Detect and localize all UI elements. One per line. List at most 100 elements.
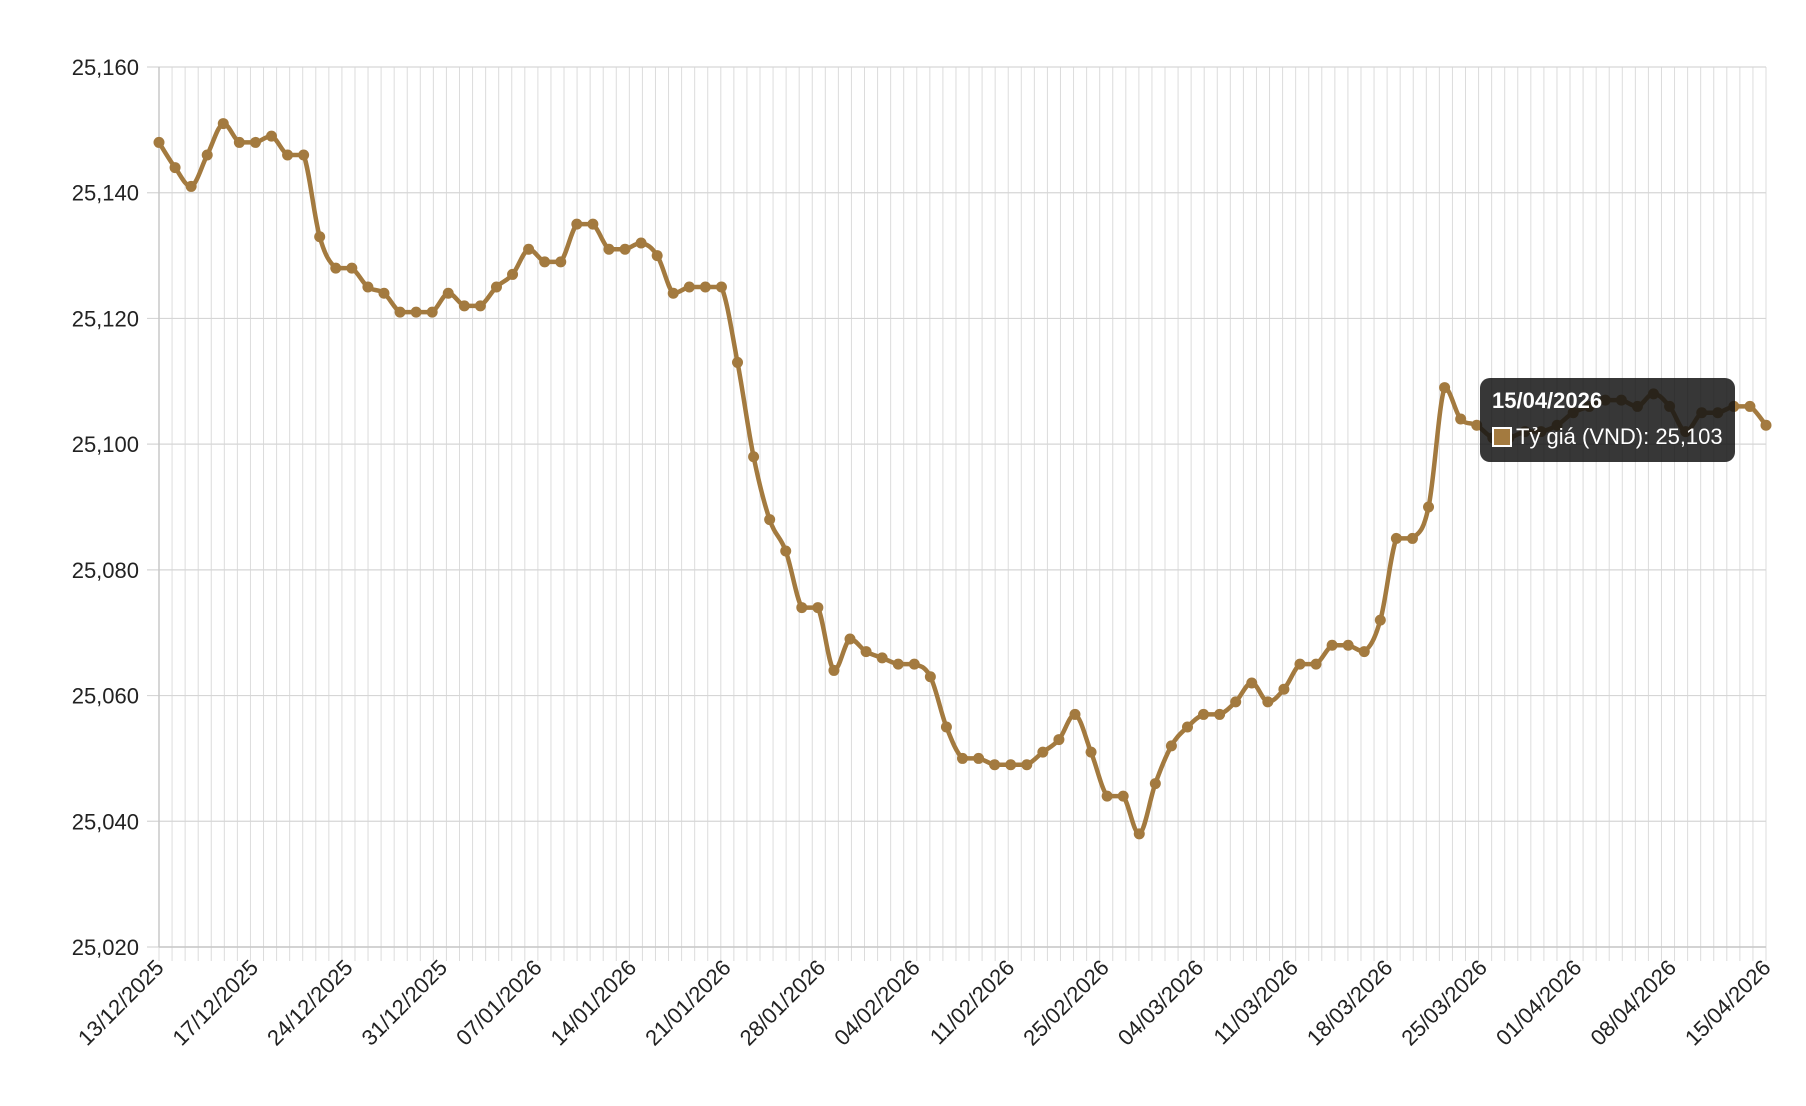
data-point	[1005, 759, 1017, 771]
data-point	[651, 250, 663, 262]
x-tick-label: 04/03/2026	[1113, 955, 1209, 1051]
horizontal-gridlines	[147, 66, 1766, 948]
data-point	[619, 243, 631, 255]
data-point	[989, 759, 1001, 771]
data-point	[812, 602, 824, 614]
data-point	[828, 664, 840, 676]
data-point	[1198, 708, 1210, 720]
data-point	[1519, 426, 1531, 438]
y-tick-label: 25,100	[72, 432, 139, 457]
data-point	[394, 306, 406, 318]
x-tick-label: 13/12/2025	[73, 955, 169, 1051]
data-point	[217, 118, 229, 130]
data-point	[1487, 432, 1499, 444]
data-point	[1101, 790, 1113, 802]
data-point	[1680, 426, 1692, 438]
data-point	[555, 256, 567, 268]
data-point	[1278, 683, 1290, 695]
data-point	[1358, 646, 1370, 658]
data-point	[1712, 407, 1724, 419]
data-point	[973, 752, 985, 764]
data-point	[1599, 394, 1611, 406]
y-tick-label: 25,060	[72, 684, 139, 709]
data-point	[876, 652, 888, 664]
data-point	[1085, 746, 1097, 758]
data-point	[1744, 400, 1756, 412]
y-tick-label: 25,140	[72, 181, 139, 206]
data-point	[892, 658, 904, 670]
data-point	[1021, 759, 1033, 771]
data-point	[1053, 734, 1065, 746]
vertical-gridlines	[158, 67, 1767, 961]
y-tick-label: 25,160	[72, 55, 139, 80]
data-point	[1069, 708, 1081, 720]
data-point	[1149, 778, 1161, 790]
data-point	[1374, 614, 1386, 626]
x-tick-label: 14/01/2026	[546, 955, 642, 1051]
x-axis-ticks: 13/12/202517/12/202524/12/202531/12/2025…	[73, 955, 1776, 1051]
data-point	[314, 231, 326, 243]
x-tick-label: 18/03/2026	[1302, 955, 1398, 1051]
data-point	[410, 306, 422, 318]
y-tick-label: 25,020	[72, 935, 139, 960]
data-point	[153, 136, 165, 148]
x-tick-label: 31/12/2025	[357, 955, 453, 1051]
x-tick-label: 11/02/2026	[925, 955, 1019, 1049]
data-point	[265, 130, 277, 142]
data-point	[796, 602, 808, 614]
data-point	[1214, 708, 1226, 720]
data-point	[1310, 658, 1322, 670]
data-point	[1664, 400, 1676, 412]
data-point	[1583, 400, 1595, 412]
x-tick-label: 08/04/2026	[1585, 955, 1681, 1051]
data-point	[474, 300, 486, 312]
data-point	[1294, 658, 1306, 670]
x-tick-label: 24/12/2025	[262, 955, 358, 1051]
data-point	[1165, 740, 1177, 752]
data-point	[282, 149, 294, 161]
data-point	[1648, 388, 1660, 400]
data-point	[185, 180, 197, 192]
data-point	[860, 646, 872, 658]
data-point	[1455, 413, 1467, 425]
data-point	[844, 633, 856, 645]
data-point	[298, 149, 310, 161]
data-point	[378, 287, 390, 299]
x-tick-label: 17/12/2025	[168, 955, 264, 1051]
data-point	[683, 281, 695, 293]
data-point	[715, 281, 727, 293]
data-point	[1503, 432, 1515, 444]
data-point	[1760, 419, 1772, 431]
data-point	[1230, 696, 1242, 708]
x-tick-label: 01/04/2026	[1491, 955, 1587, 1051]
y-tick-label: 25,120	[72, 306, 139, 331]
x-tick-label: 07/01/2026	[451, 955, 547, 1051]
data-point	[748, 451, 760, 463]
data-point	[1133, 828, 1145, 840]
data-point	[1423, 501, 1435, 513]
data-point	[1535, 426, 1547, 438]
data-point	[1246, 677, 1258, 689]
y-axis-ticks: 25,020 25,040 25,060 25,080 25,100 25,120 25,1…	[72, 55, 139, 960]
x-tick-label: 28/01/2026	[735, 955, 831, 1051]
data-point	[201, 149, 213, 161]
y-tick-label: 25,080	[72, 558, 139, 583]
data-point	[1567, 407, 1579, 419]
data-point	[940, 721, 952, 733]
data-point	[780, 545, 792, 557]
data-point	[507, 268, 519, 280]
data-point	[523, 243, 535, 255]
data-point	[908, 658, 920, 670]
data-point	[1262, 696, 1274, 708]
data-points	[153, 118, 1772, 840]
x-tick-label: 25/03/2026	[1396, 955, 1492, 1051]
data-point	[764, 514, 776, 526]
data-point	[490, 281, 502, 293]
data-point	[249, 136, 261, 148]
data-point	[635, 237, 647, 249]
data-point	[1342, 639, 1354, 651]
data-point	[732, 356, 744, 368]
y-tick-label: 25,040	[72, 809, 139, 834]
data-point	[458, 300, 470, 312]
series-line	[156, 121, 1769, 837]
